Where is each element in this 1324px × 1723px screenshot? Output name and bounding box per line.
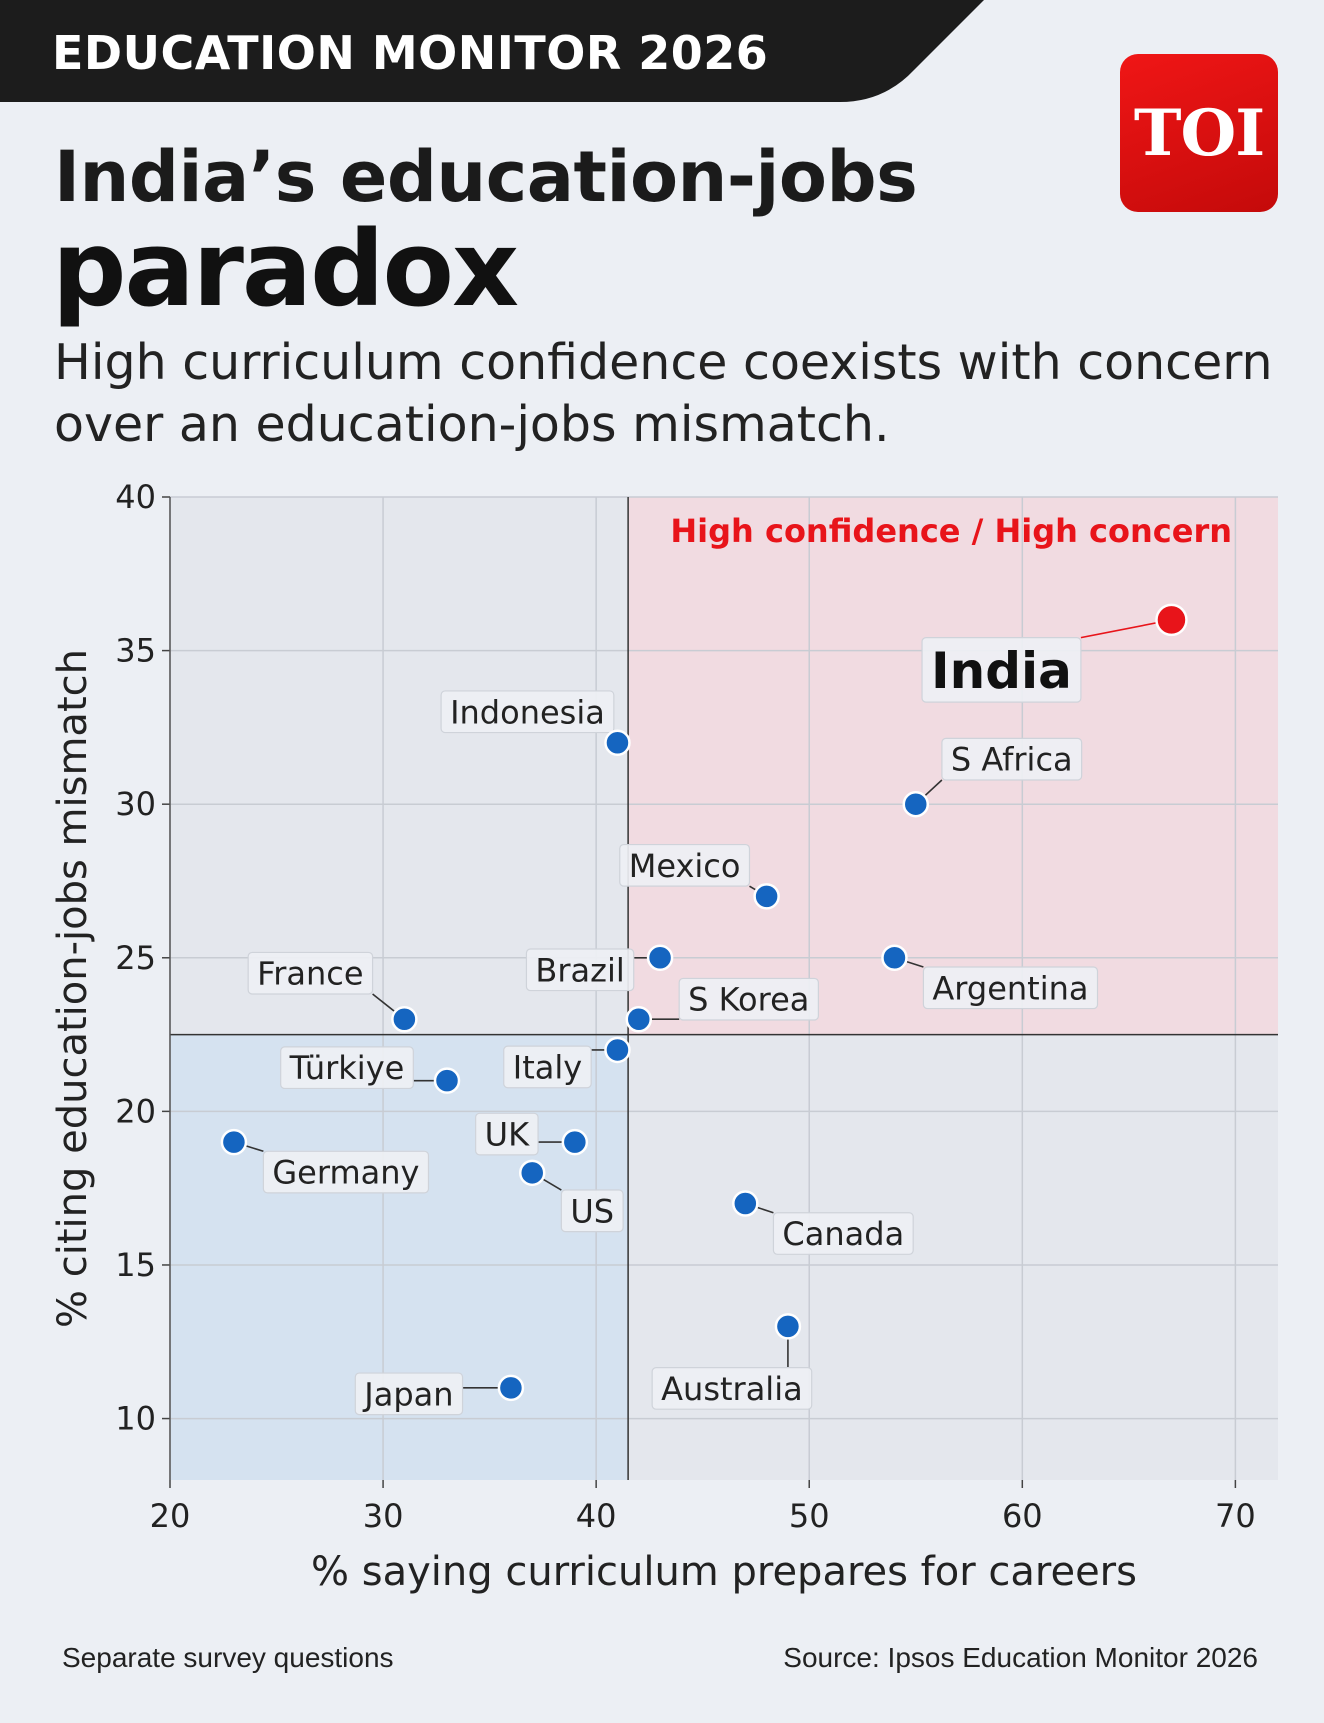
point-label-box: [262, 1150, 430, 1194]
highlight-point: [1155, 603, 1188, 637]
point-label-text: Argentina: [932, 969, 1088, 1007]
point-label: France: [247, 951, 374, 995]
banner-label: EDUCATION MONITOR 2026: [52, 26, 769, 80]
x-tick-label: 40: [576, 1497, 617, 1535]
data-point: [625, 1005, 653, 1033]
point-label-box: [560, 1189, 624, 1233]
point-label-box: [619, 843, 751, 887]
header-banner: EDUCATION MONITOR 2026: [0, 0, 1324, 104]
point-label-box: [503, 1045, 592, 1089]
point-label-text: S Africa: [951, 741, 1073, 779]
point-label: Türkiye: [280, 1046, 414, 1090]
point-label-text: Germany: [272, 1154, 419, 1192]
point-label-text: Japan: [362, 1375, 453, 1413]
point-label-box: [440, 690, 615, 734]
point-label: Brazil: [525, 948, 635, 992]
x-tick-label: 20: [150, 1497, 191, 1535]
x-tick-label: 60: [1002, 1497, 1043, 1535]
point-label-box: [651, 1367, 813, 1410]
y-tick-label: 30: [115, 785, 156, 823]
data-point: [881, 944, 908, 972]
point-label-box: [247, 951, 374, 995]
point-label-box: [678, 977, 819, 1021]
y-tick-label: 10: [115, 1400, 156, 1438]
y-tick-label: 25: [115, 939, 156, 977]
point-label: Argentina: [922, 966, 1099, 1010]
data-point: [732, 1190, 759, 1217]
point-label: S Korea: [678, 977, 819, 1021]
x-axis-label: % saying curriculum prepares for careers: [311, 1549, 1137, 1595]
data-point: [604, 1036, 631, 1064]
y-tick-label: 20: [115, 1092, 156, 1130]
point-label: Germany: [262, 1150, 430, 1194]
data-point: [561, 1128, 589, 1156]
point-label: UK: [475, 1112, 539, 1156]
logo-text: TOI: [1133, 95, 1265, 171]
point-label-box: [280, 1046, 414, 1090]
point-label-text: Australia: [661, 1370, 803, 1408]
point-label-box: [941, 737, 1083, 781]
point-label-text: Türkiye: [289, 1049, 405, 1087]
x-tick-label: 50: [789, 1497, 830, 1535]
footer-note: Separate survey questions: [62, 1642, 394, 1673]
point-label: Japan: [354, 1372, 464, 1416]
point-label-text: France: [257, 955, 363, 993]
y-tick-label: 15: [115, 1246, 156, 1284]
point-label: S Africa: [941, 737, 1083, 781]
point-label-box: [354, 1372, 464, 1416]
headline-line2: paradox: [52, 208, 519, 330]
data-point: [518, 1159, 546, 1187]
data-point: [220, 1128, 248, 1156]
data-point: [646, 944, 674, 972]
subtitle: High curriculum confidence coexists with…: [54, 334, 1273, 453]
data-point: [774, 1313, 802, 1340]
point-label-text: Italy: [513, 1048, 582, 1086]
y-axis-label: % citing education-jobs mismatch: [50, 649, 96, 1328]
y-tick-label: 40: [115, 478, 156, 516]
banner-shape: [0, 0, 984, 102]
point-label: India: [921, 637, 1082, 703]
point-label-text: UK: [485, 1116, 530, 1154]
point-label-box: [922, 966, 1099, 1010]
point-label-text: US: [570, 1192, 614, 1230]
point-label: Mexico: [619, 843, 751, 887]
point-label-box: [921, 637, 1082, 703]
point-label-box: [772, 1212, 914, 1255]
y-tick-label: 35: [115, 632, 156, 670]
toi-logo: TOI: [1120, 54, 1278, 212]
data-point: [433, 1067, 461, 1094]
point-label: Indonesia: [440, 690, 615, 734]
x-tick-label: 70: [1215, 1497, 1256, 1535]
point-label: Australia: [651, 1367, 813, 1410]
data-point: [391, 1005, 418, 1033]
point-labels: India Indonesia S Africa Mexico Brazil Argent…: [247, 637, 1099, 1416]
axes: 20 30 40 50 60 70 10 15 20 25 30 35 40: [115, 478, 1255, 1535]
point-label: Canada: [772, 1212, 914, 1255]
point-label-text: S Korea: [688, 981, 809, 1019]
data-point: [604, 729, 631, 756]
point-label-box: [525, 948, 635, 992]
point-label-text: Canada: [782, 1215, 904, 1253]
data-point: [753, 883, 780, 910]
headline-line1: India’s education-jobs: [54, 136, 918, 218]
point-label-text: Brazil: [535, 951, 624, 989]
data-point: [497, 1374, 525, 1402]
point-label-text: India: [931, 642, 1072, 700]
point-label-text: Mexico: [629, 847, 741, 885]
point-label: Italy: [503, 1045, 592, 1089]
quadrant-label: High confidence / High concern: [670, 512, 1232, 550]
data-points: [220, 603, 1188, 1402]
footer-source: Source: Ipsos Education Monitor 2026: [783, 1642, 1258, 1673]
point-label: US: [560, 1189, 624, 1233]
x-tick-label: 30: [363, 1497, 404, 1535]
point-label-text: Indonesia: [450, 693, 605, 731]
point-label-box: [475, 1112, 539, 1156]
data-point: [902, 790, 930, 818]
